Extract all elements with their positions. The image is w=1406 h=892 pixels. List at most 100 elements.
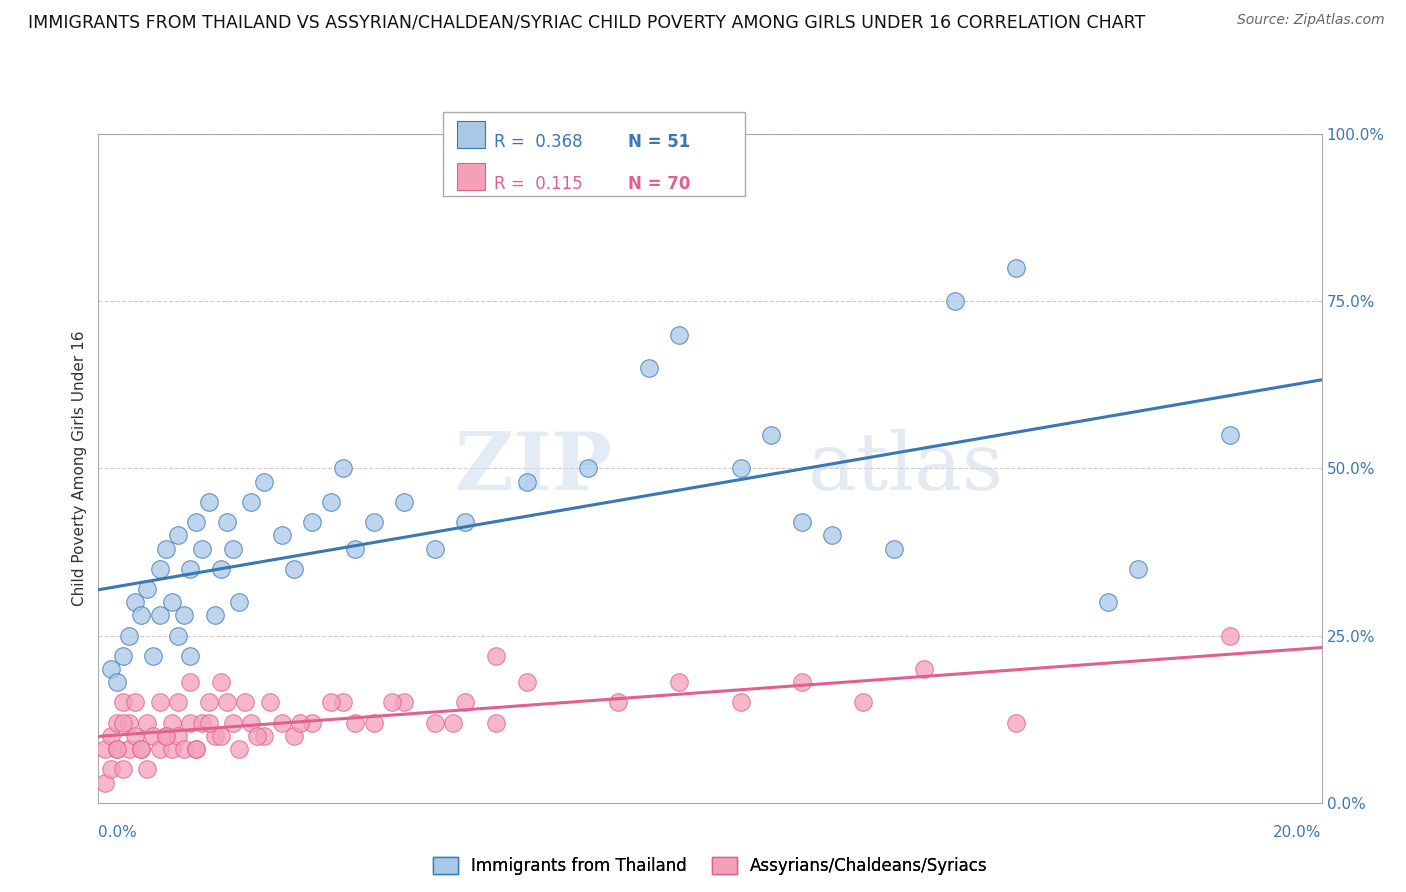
Point <box>240 494 263 508</box>
Point <box>332 461 354 475</box>
Point <box>943 294 966 309</box>
Point <box>1128 562 1150 576</box>
Point <box>332 696 354 710</box>
Point <box>516 675 538 690</box>
Point <box>179 675 201 690</box>
Text: atlas: atlas <box>808 429 1002 508</box>
Point <box>191 715 214 730</box>
Point <box>1097 595 1119 609</box>
Point <box>485 715 508 730</box>
Point <box>1219 628 1241 642</box>
Point <box>790 675 813 690</box>
Point <box>173 608 195 623</box>
Point <box>454 696 477 710</box>
Point <box>111 762 134 776</box>
Point <box>392 494 416 508</box>
Text: N = 51: N = 51 <box>628 133 690 151</box>
Point <box>124 729 146 743</box>
Point <box>173 742 195 756</box>
Point <box>209 729 232 743</box>
Point <box>381 696 404 710</box>
Point <box>344 715 367 730</box>
Text: N = 70: N = 70 <box>628 176 690 194</box>
Point <box>186 515 208 529</box>
Point <box>222 715 245 730</box>
Point <box>179 715 201 730</box>
Point <box>93 775 115 790</box>
Point <box>129 742 152 756</box>
Point <box>197 696 219 710</box>
Point <box>344 541 367 556</box>
Point <box>186 742 208 756</box>
Point <box>730 696 752 710</box>
Point <box>821 528 844 542</box>
Point <box>149 608 172 623</box>
Point <box>1004 715 1026 730</box>
Point <box>246 729 269 743</box>
Point <box>186 742 208 756</box>
Point <box>167 696 190 710</box>
Point <box>124 696 146 710</box>
Point <box>129 742 152 756</box>
Text: 20.0%: 20.0% <box>1274 825 1322 840</box>
Text: ZIP: ZIP <box>456 429 612 508</box>
Point <box>155 729 177 743</box>
Point <box>160 742 183 756</box>
Point <box>100 762 122 776</box>
Point <box>93 742 115 756</box>
Point <box>423 541 446 556</box>
Point <box>852 696 875 710</box>
Point <box>485 648 508 663</box>
Point <box>392 696 416 710</box>
Point <box>129 608 152 623</box>
Point <box>576 461 599 475</box>
Point <box>105 742 128 756</box>
Point <box>761 428 783 442</box>
Point <box>160 595 183 609</box>
Point <box>155 541 177 556</box>
Point <box>204 608 226 623</box>
Point <box>319 494 342 508</box>
Point <box>100 729 122 743</box>
Point <box>228 595 250 609</box>
Point <box>149 742 172 756</box>
Point <box>215 515 238 529</box>
Point <box>142 648 165 663</box>
Point <box>228 742 250 756</box>
Point <box>149 562 172 576</box>
Point <box>363 515 385 529</box>
Point <box>167 528 190 542</box>
Point <box>283 729 305 743</box>
Point <box>160 715 183 730</box>
Point <box>111 696 134 710</box>
Point <box>136 762 159 776</box>
Point <box>118 628 141 642</box>
Point <box>912 662 935 676</box>
Point <box>204 729 226 743</box>
Text: IMMIGRANTS FROM THAILAND VS ASSYRIAN/CHALDEAN/SYRIAC CHILD POVERTY AMONG GIRLS U: IMMIGRANTS FROM THAILAND VS ASSYRIAN/CHA… <box>28 13 1146 31</box>
Point <box>441 715 464 730</box>
Point <box>668 675 690 690</box>
Point <box>111 648 134 663</box>
Text: 0.0%: 0.0% <box>98 825 138 840</box>
Point <box>883 541 905 556</box>
Point <box>259 696 281 710</box>
Point <box>142 729 165 743</box>
Point <box>516 475 538 489</box>
Point <box>197 715 219 730</box>
Point <box>319 696 342 710</box>
Point <box>668 327 690 342</box>
Point <box>118 715 141 730</box>
Point <box>179 648 201 663</box>
Point <box>240 715 263 730</box>
Legend: Immigrants from Thailand, Assyrians/Chaldeans/Syriacs: Immigrants from Thailand, Assyrians/Chal… <box>426 850 994 881</box>
Point <box>270 528 294 542</box>
Point <box>283 562 305 576</box>
Point <box>136 582 159 596</box>
Point <box>111 715 134 730</box>
Point <box>215 696 238 710</box>
Point <box>100 662 122 676</box>
Point <box>124 595 146 609</box>
Point <box>252 475 274 489</box>
Y-axis label: Child Poverty Among Girls Under 16: Child Poverty Among Girls Under 16 <box>72 331 87 606</box>
